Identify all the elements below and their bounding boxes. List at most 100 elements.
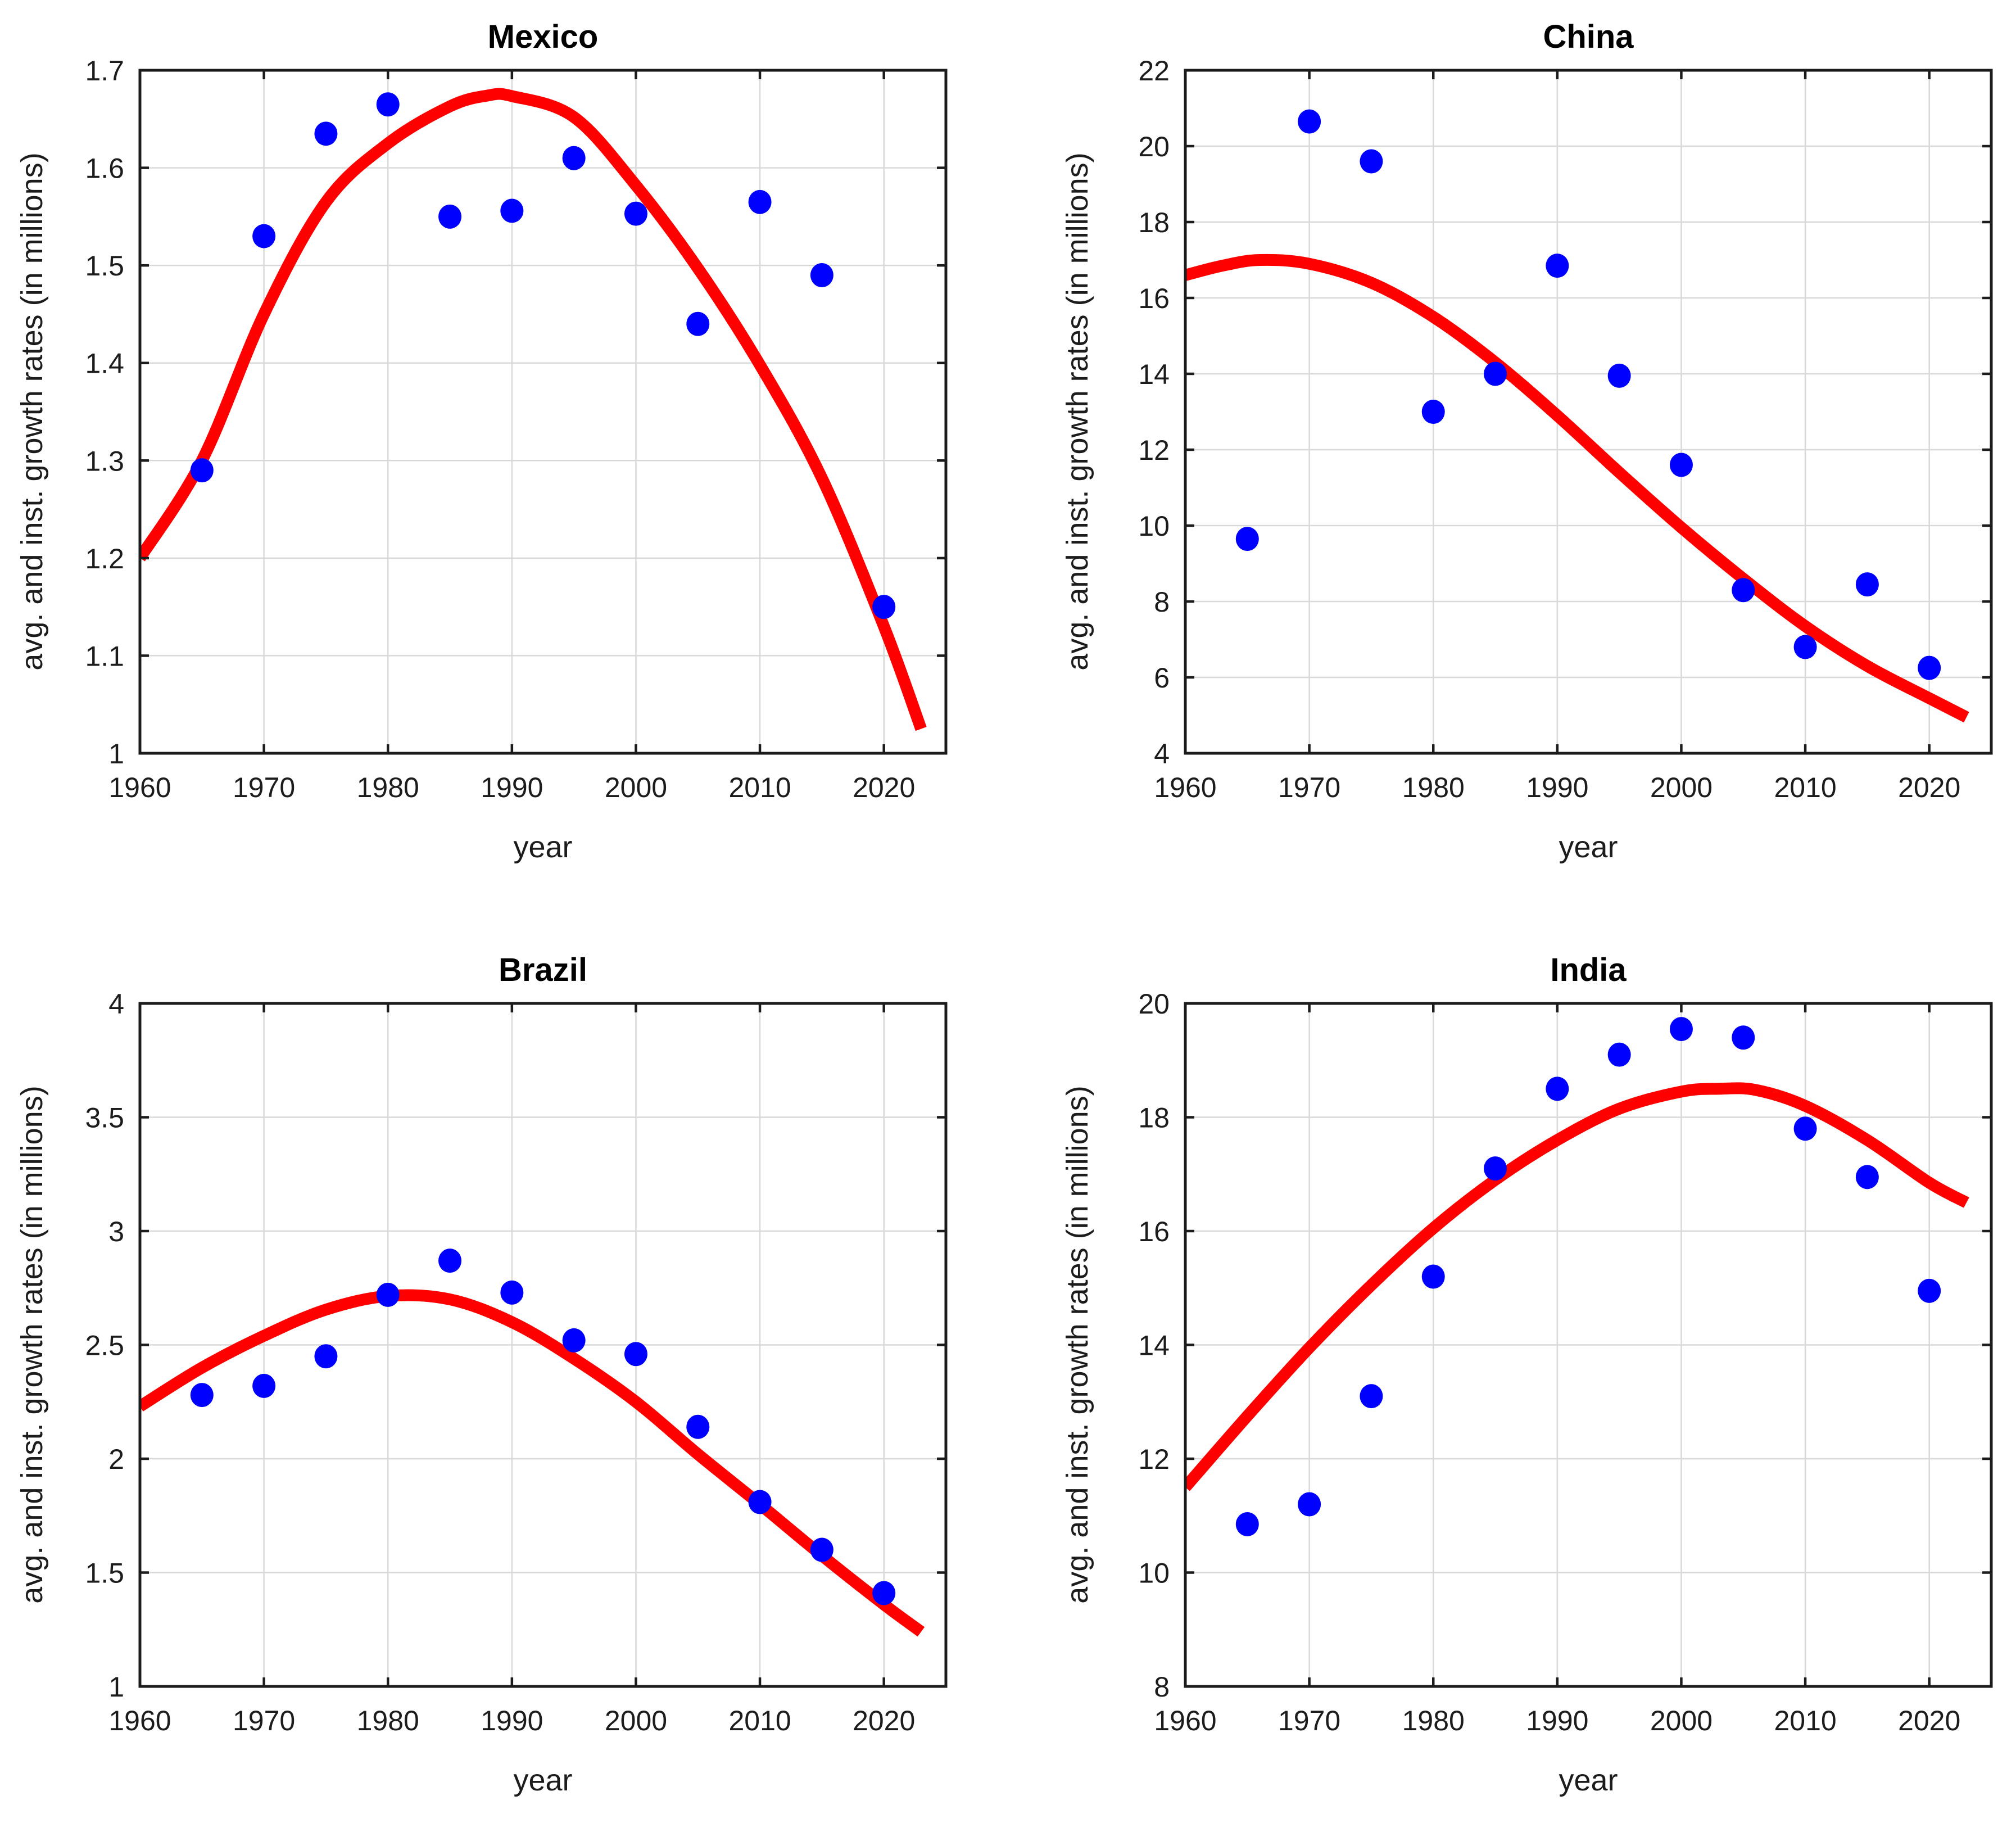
y-tick-label: 16 <box>1138 1216 1170 1247</box>
data-point-marker <box>624 1342 647 1367</box>
y-tick-label: 18 <box>1138 207 1170 238</box>
data-point-marker <box>1421 1264 1445 1289</box>
data-point-marker <box>1235 527 1259 551</box>
x-tick-label: 1960 <box>108 1705 171 1736</box>
y-tick-label: 4 <box>108 988 124 1020</box>
data-point-marker <box>1855 1165 1879 1189</box>
data-point-marker <box>438 204 462 229</box>
y-tick-label: 14 <box>1138 1330 1170 1361</box>
x-tick-label: 1980 <box>357 772 419 803</box>
data-point-marker <box>1360 149 1383 174</box>
data-point-marker <box>500 198 524 223</box>
y-tick-label: 3.5 <box>85 1102 124 1134</box>
fitted-curve <box>140 1289 925 1637</box>
y-tick-label: 1.2 <box>85 543 124 575</box>
x-tick-label: 1990 <box>481 772 543 803</box>
data-point-marker <box>1484 1156 1507 1181</box>
data-point-marker <box>872 595 896 619</box>
china-chart: 1960 1970 1980 1990 2000 2010 2020 4 6 8 10 12 14 16 1… <box>1061 19 1993 864</box>
y-tick-label: 1.1 <box>85 640 124 672</box>
plot-area: 1960 1970 1980 1990 2000 2010 2020 8 10 12 14 16 18 2… <box>1138 988 1993 1736</box>
data-point-marker <box>810 1537 833 1562</box>
y-tick-label: 1.7 <box>85 55 124 87</box>
data-point-marker <box>1732 578 1755 603</box>
data-point-marker <box>872 1581 896 1605</box>
data-point-marker <box>1669 1017 1693 1042</box>
y-tick-label: 2.5 <box>85 1330 124 1361</box>
x-tick-label: 1980 <box>357 1705 419 1736</box>
brazil-chart: 1960 1970 1980 1990 2000 2010 2020 1 1.5 2 2.5 3 3.5… <box>15 952 948 1797</box>
y-tick-label: 20 <box>1138 131 1170 162</box>
x-tick-label: 1960 <box>108 772 171 803</box>
x-tick-label: 2020 <box>1898 772 1960 803</box>
x-tick-label: 1970 <box>1278 772 1340 803</box>
chart-title: India <box>1550 952 1627 988</box>
data-point-marker <box>748 189 772 214</box>
y-tick-label: 1.5 <box>85 250 124 282</box>
x-tick-label: 1970 <box>233 1705 295 1736</box>
data-point-marker <box>500 1280 524 1305</box>
y-tick-label: 22 <box>1138 55 1170 87</box>
y-tick-label: 1.3 <box>85 445 124 477</box>
data-point-marker <box>252 224 276 248</box>
data-point-marker <box>624 201 647 226</box>
y-axis-label: avg. and inst. growth rates (in millions… <box>1061 152 1094 670</box>
data-point-marker <box>1793 1116 1817 1141</box>
x-tick-label: 2020 <box>1898 1705 1960 1736</box>
data-point-marker <box>190 1383 214 1408</box>
fitted-curve <box>140 88 927 731</box>
y-tick-label: 1.6 <box>85 153 124 184</box>
x-axis-label: year <box>513 830 572 864</box>
x-axis-label: year <box>513 1763 572 1797</box>
data-point-marker <box>562 1328 586 1353</box>
fitted-curve <box>1185 254 1969 723</box>
y-tick-label: 16 <box>1138 283 1170 314</box>
subplot-china: 1960 1970 1980 1990 2000 2010 2020 4 6 8 10 12 14 16 1… <box>1045 0 2016 908</box>
x-tick-label: 2010 <box>728 772 791 803</box>
x-tick-label: 2000 <box>1650 772 1713 803</box>
data-point-marker <box>190 458 214 483</box>
mexico-chart: 1960 1970 1980 1990 2000 2010 2020 1 1.1 1.2 1.3 1.… <box>15 19 948 864</box>
plot-box <box>1184 69 1993 755</box>
data-point-marker <box>1235 1512 1259 1536</box>
y-tick-label: 14 <box>1138 359 1170 390</box>
y-tick-label: 2 <box>108 1444 124 1475</box>
x-tick-label: 2010 <box>1774 772 1836 803</box>
y-tick-label: 1.5 <box>85 1558 124 1589</box>
y-tick-label: 6 <box>1154 662 1170 694</box>
data-point-marker <box>1546 1076 1569 1101</box>
subplot-india: 1960 1970 1980 1990 2000 2010 2020 8 10 12 14 16 18 2… <box>1045 933 2016 1841</box>
y-tick-label: 10 <box>1138 1558 1170 1589</box>
data-point-marker <box>1607 1042 1631 1067</box>
data-point-marker <box>376 1282 400 1307</box>
data-point-marker <box>1669 453 1693 477</box>
data-point-marker <box>1546 254 1569 278</box>
x-tick-label: 1970 <box>233 772 295 803</box>
y-tick-label: 4 <box>1154 738 1170 770</box>
data-point-marker <box>1918 1278 1941 1303</box>
y-axis-label: avg. and inst. growth rates (in millions… <box>15 1085 49 1603</box>
x-axis-label: year <box>1559 1763 1618 1797</box>
y-axis-label: avg. and inst. growth rates (in millions… <box>1061 1085 1094 1603</box>
data-point-marker <box>562 146 586 170</box>
plot-box <box>138 69 948 755</box>
data-point-marker <box>1298 109 1321 134</box>
data-point-marker <box>686 311 710 336</box>
x-tick-label: 2010 <box>728 1705 791 1736</box>
y-tick-label: 18 <box>1138 1102 1170 1134</box>
y-tick-label: 10 <box>1138 510 1170 542</box>
x-tick-label: 1960 <box>1154 1705 1216 1736</box>
y-tick-label: 1.4 <box>85 348 124 379</box>
fitted-curve <box>1185 1082 1969 1491</box>
data-point-marker <box>686 1414 710 1439</box>
x-tick-label: 1990 <box>481 1705 543 1736</box>
plot-area: 1960 1970 1980 1990 2000 2010 2020 4 6 8 10 12 14 16 1… <box>1138 55 1993 803</box>
x-tick-label: 1980 <box>1402 1705 1465 1736</box>
x-tick-label: 2020 <box>853 772 915 803</box>
plot-area: 1960 1970 1980 1990 2000 2010 2020 1 1.5 2 2.5 3 3.5… <box>85 988 948 1736</box>
data-point-marker <box>810 263 833 287</box>
x-tick-label: 1960 <box>1154 772 1216 803</box>
y-axis-label: avg. and inst. growth rates (in millions… <box>15 152 49 670</box>
data-point-marker <box>1918 655 1941 680</box>
y-tick-label: 3 <box>108 1216 124 1247</box>
